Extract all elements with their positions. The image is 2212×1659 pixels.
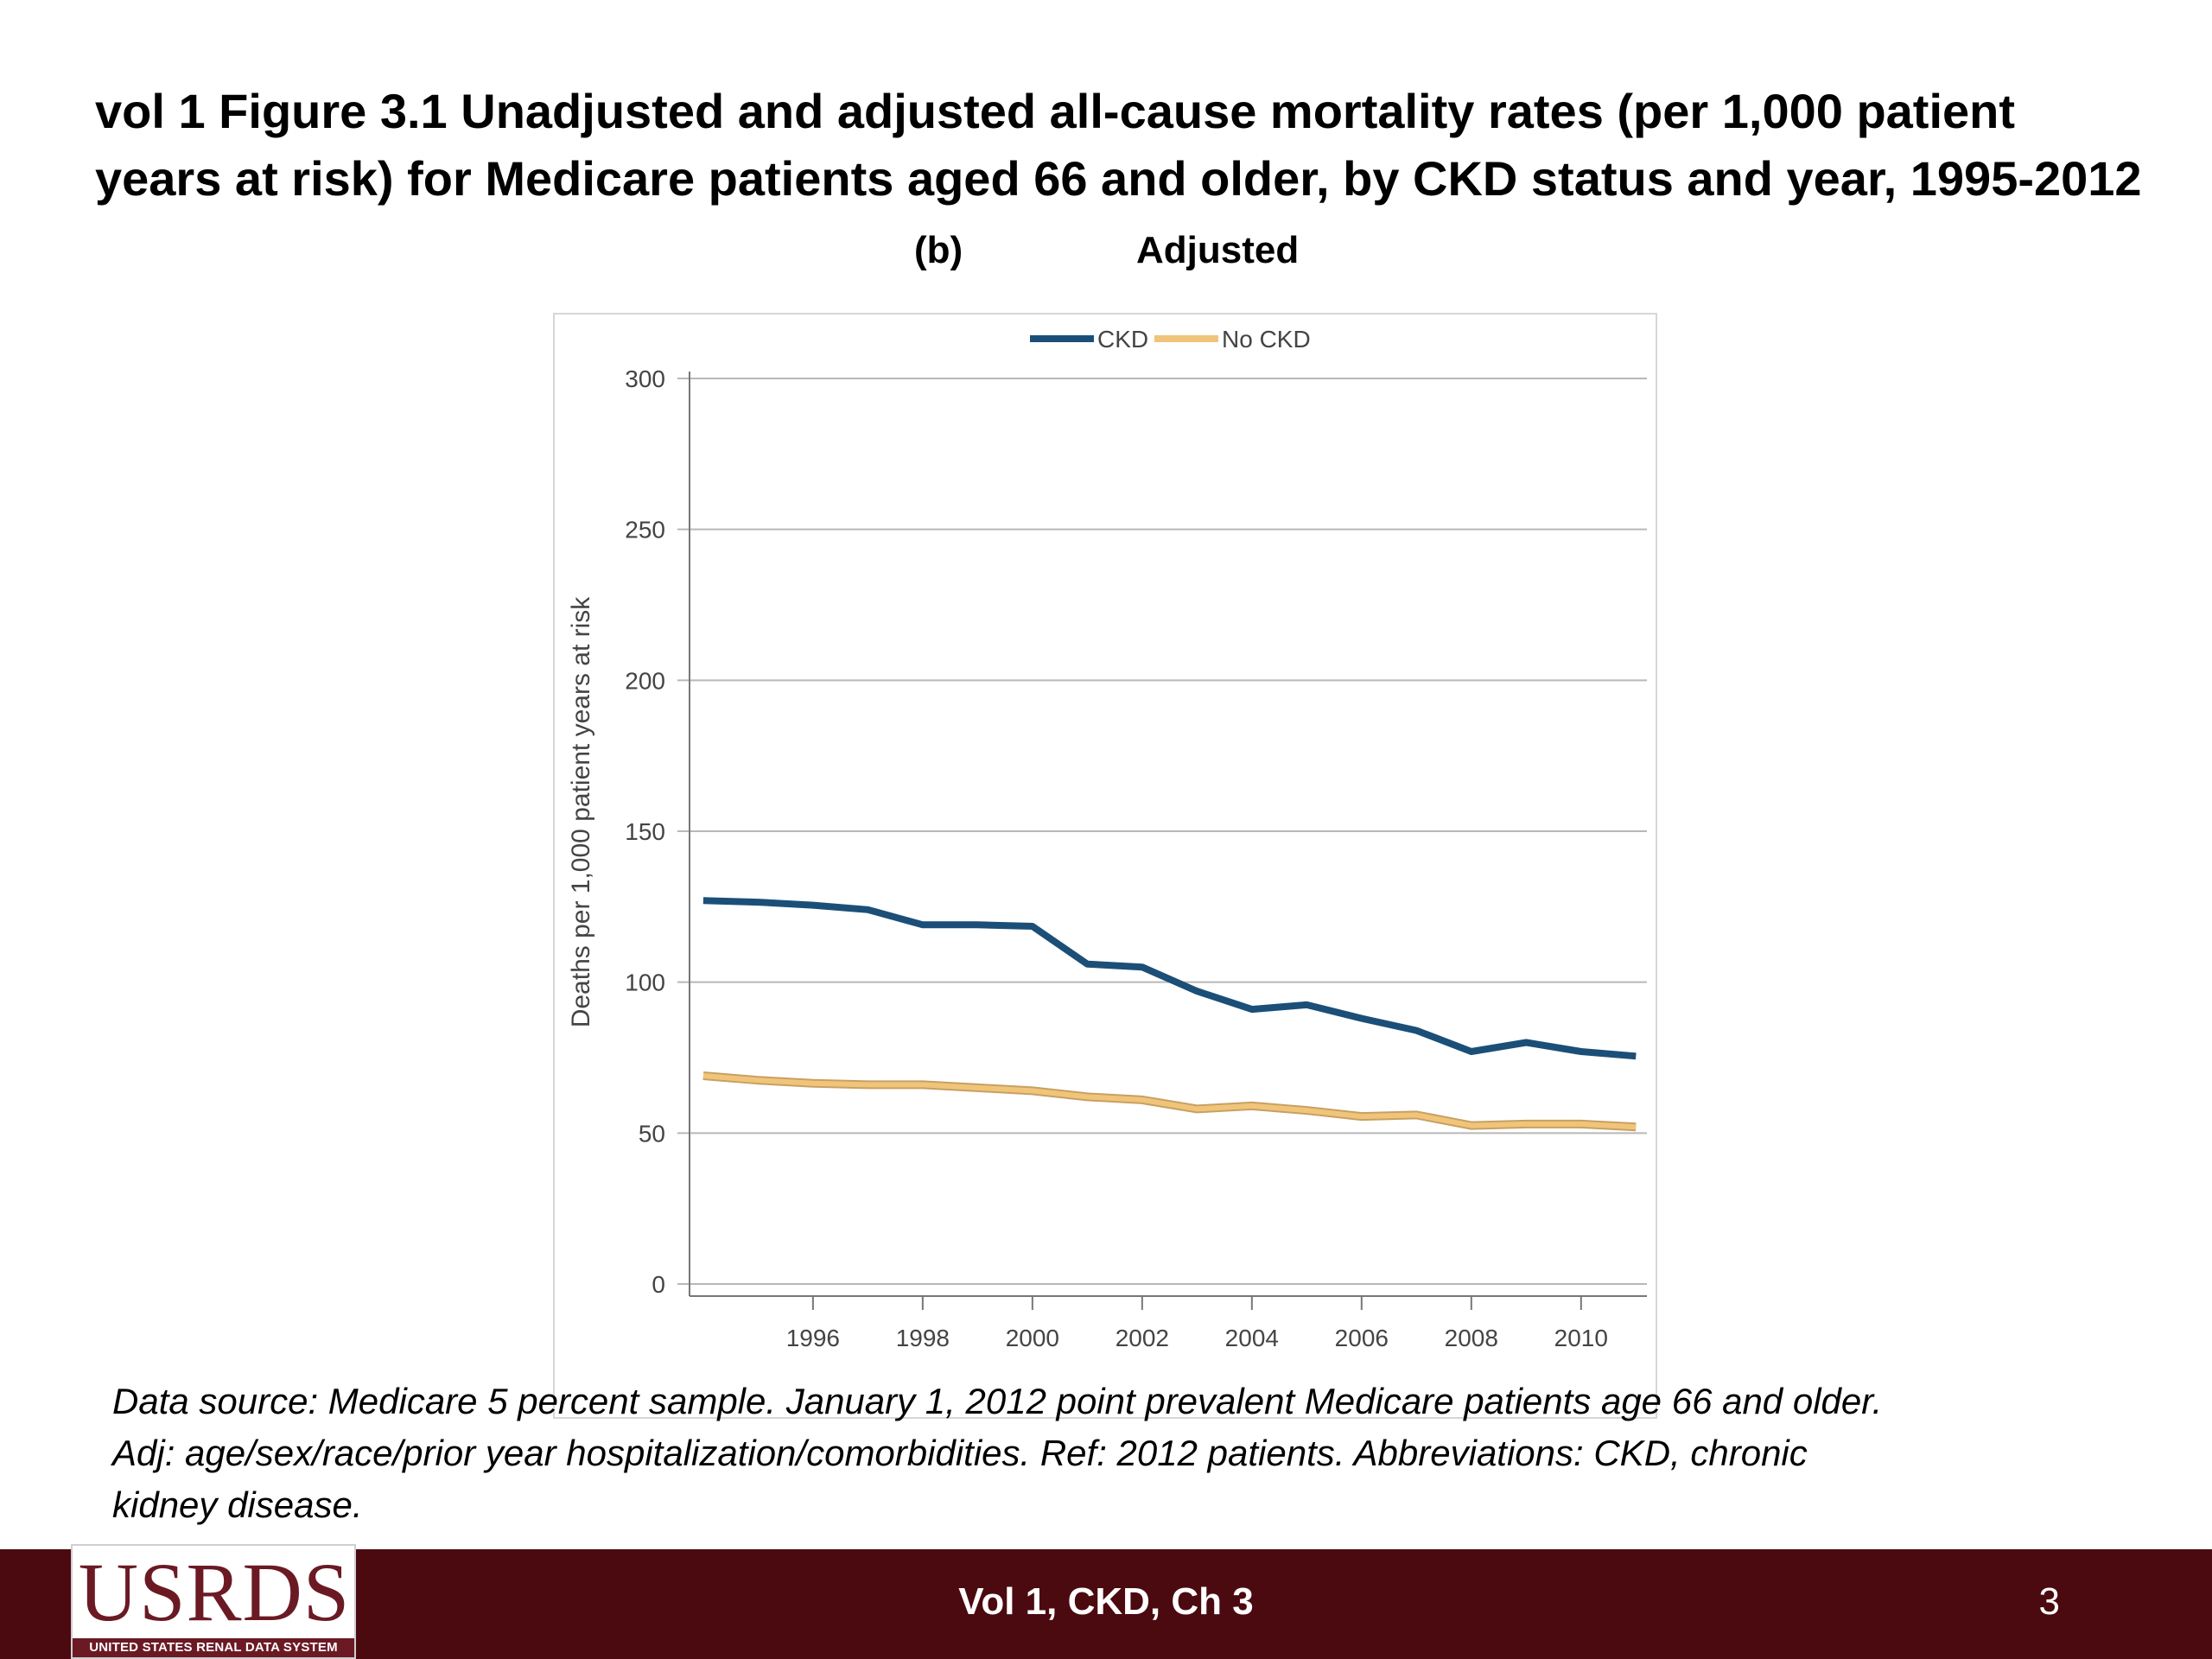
legend-label-ckd: CKD <box>1097 326 1148 353</box>
footer-label: Vol 1, CKD, Ch 3 <box>958 1580 1254 1623</box>
x-tick-label-1998: 1998 <box>896 1325 950 1351</box>
y-tick-label-50: 50 <box>639 1120 665 1147</box>
x-tick-label-1996: 1996 <box>786 1325 840 1351</box>
caption-line-2: Adj: age/sex/race/prior year hospitaliza… <box>112 1433 1808 1473</box>
y-tick-label-0: 0 <box>652 1271 665 1298</box>
panel-label: Adjusted <box>1136 229 1300 271</box>
x-tick-label-2004: 2004 <box>1225 1325 1279 1351</box>
logo-tagline: UNITED STATES RENAL DATA SYSTEM <box>73 1638 354 1657</box>
x-tick-label-2010: 2010 <box>1554 1325 1608 1351</box>
y-tick-label-200: 200 <box>625 667 665 694</box>
x-tick-label-2000: 2000 <box>1006 1325 1059 1351</box>
data-source-caption: Data source: Medicare 5 percent sample. … <box>112 1376 2126 1531</box>
y-axis-title: Deaths per 1,000 patient years at risk <box>567 596 595 1028</box>
y-tick-label-300: 300 <box>625 365 665 392</box>
series-line-ckd <box>702 897 1637 1060</box>
line-chart: 0 50 100 150 200 250 300 1996 1998 2000 2002 2004 20… <box>567 326 1647 1351</box>
x-tick-label-2006: 2006 <box>1335 1325 1389 1351</box>
slide-title: vol 1 Figure 3.1 Unadjusted and adjusted… <box>95 78 2169 213</box>
y-tick-label-100: 100 <box>625 969 665 996</box>
x-tick-label-2008: 2008 <box>1445 1325 1498 1351</box>
slide-title-line-1: vol 1 Figure 3.1 Unadjusted and adjusted… <box>95 84 2016 138</box>
panel-letter: (b) <box>914 229 963 271</box>
footer-bar: Vol 1, CKD, Ch 3 3 <box>0 1549 2212 1659</box>
y-tick-label-150: 150 <box>625 818 665 845</box>
caption-line-3: kidney disease. <box>112 1484 363 1525</box>
caption-line-1: Data source: Medicare 5 percent sample. … <box>112 1381 1883 1421</box>
y-tick-label-250: 250 <box>625 517 665 543</box>
usrds-logo: USRDS UNITED STATES RENAL DATA SYSTEM <box>71 1544 356 1659</box>
x-tick-label-2002: 2002 <box>1116 1325 1169 1351</box>
series-line-no-ckd <box>702 1073 1637 1130</box>
slide-title-line-2: years at risk) for Medicare patients age… <box>95 151 2142 206</box>
page-number: 3 <box>2038 1580 2060 1623</box>
legend-label-no-ckd: No CKD <box>1222 326 1311 353</box>
logo-wordmark: USRDS <box>78 1546 351 1638</box>
chart-frame <box>553 313 1657 1419</box>
